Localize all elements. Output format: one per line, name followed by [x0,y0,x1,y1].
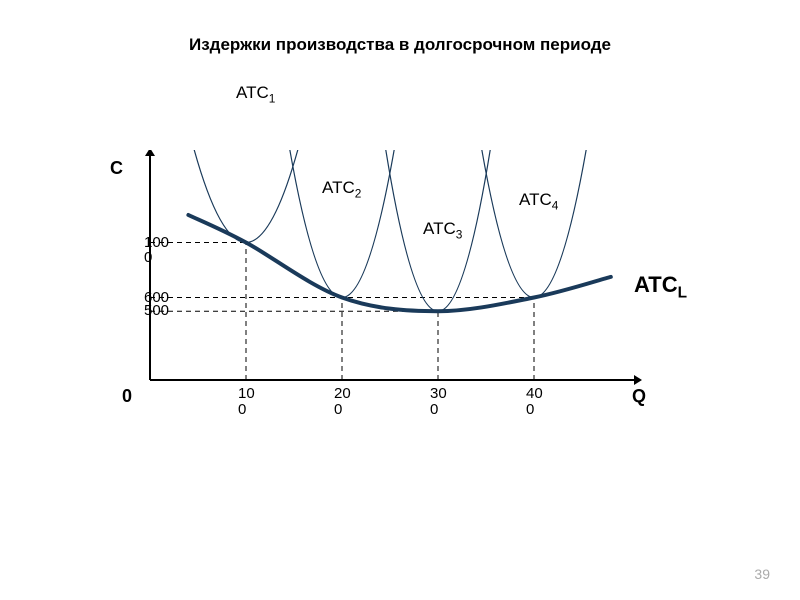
axis-label-q: Q [632,386,646,407]
curve-label-ATC3: ATC3 [423,219,462,241]
x-tick-300: 30 0 [430,386,447,418]
chart-area: CQ0100 060050010 020 030 040 0ATC1ATC2AT… [100,150,660,410]
x-tick-400: 40 0 [526,386,543,418]
atc-l-label: ATCL [634,272,687,302]
x-tick-100: 10 0 [238,386,255,418]
curve-label-ATC4: ATC4 [519,190,558,212]
curve-label-ATC2: ATC2 [322,178,361,200]
chart-title: Издержки производства в долгосрочном пер… [0,35,800,55]
x-tick-200: 20 0 [334,386,351,418]
chart-overlay: CQ0100 060050010 020 030 040 0ATC1ATC2AT… [100,150,660,410]
page-number: 39 [754,566,770,582]
curve-label-ATC1: ATC1 [236,83,275,105]
axis-origin-label: 0 [122,386,132,407]
slide: { "title": { "text": "Издержки производс… [0,0,800,600]
axis-label-c: C [110,158,123,179]
